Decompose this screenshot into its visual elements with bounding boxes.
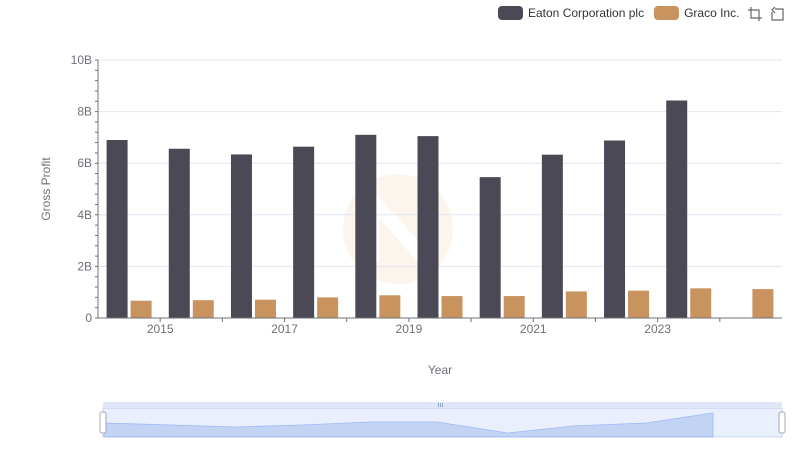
y-tick-label: 10B — [71, 53, 92, 67]
zoom-handle-left[interactable] — [99, 411, 107, 434]
bar-graco[interactable] — [690, 288, 712, 318]
legend-swatch-eaton — [498, 6, 523, 20]
bar-graco[interactable] — [752, 289, 774, 318]
bar-graco[interactable] — [317, 297, 339, 318]
legend-label-eaton: Eaton Corporation plc — [528, 6, 645, 20]
bar-eaton[interactable] — [293, 146, 315, 318]
bar-graco[interactable] — [503, 296, 525, 318]
y-tick-label: 0 — [85, 311, 92, 325]
bar-graco[interactable] — [379, 295, 401, 318]
legend-item-eaton[interactable]: Eaton Corporation plc — [498, 6, 644, 20]
bar-series — [106, 100, 774, 318]
bar-eaton[interactable] — [168, 148, 190, 318]
legend-item-graco[interactable]: Graco Inc. — [654, 6, 739, 20]
x-tick-label: 2019 — [396, 322, 423, 336]
bar-graco[interactable] — [628, 290, 650, 318]
chart-toolbox — [747, 6, 791, 22]
grip-icon[interactable] — [438, 403, 443, 407]
chart-legend: Eaton Corporation plc Graco Inc. — [498, 4, 749, 22]
bar-graco[interactable] — [254, 299, 276, 318]
bar-eaton[interactable] — [604, 140, 626, 318]
bar-eaton[interactable] — [417, 136, 439, 318]
zoom-selected-range[interactable] — [103, 408, 782, 437]
bar-graco[interactable] — [441, 296, 463, 318]
bar-eaton[interactable] — [666, 100, 688, 318]
bar-eaton[interactable] — [355, 134, 377, 318]
axes: 0 2B 4B 6B 8B 10B 2015 2017 2019 2021 2023 — [71, 53, 782, 336]
y-tick-label: 8B — [77, 105, 92, 119]
data-zoom-icon[interactable] — [747, 6, 763, 22]
x-axis-title: Year — [428, 363, 452, 377]
legend-swatch-graco — [654, 6, 680, 20]
bar-graco[interactable] — [130, 300, 152, 318]
y-axis-title: Gross Profit — [39, 157, 53, 221]
bar-graco[interactable] — [192, 300, 214, 318]
x-tick-label: 2017 — [271, 322, 298, 336]
x-tick-label: 2021 — [520, 322, 547, 336]
y-tick-label: 6B — [77, 156, 92, 170]
data-zoom-slider[interactable] — [99, 402, 786, 438]
bar-eaton[interactable] — [479, 177, 501, 318]
zoom-preview-area — [103, 412, 714, 438]
legend-label-graco: Graco Inc. — [684, 6, 740, 20]
bar-eaton[interactable] — [106, 139, 128, 318]
x-tick-label: 2023 — [644, 322, 671, 336]
bar-eaton[interactable] — [541, 154, 563, 318]
bar-graco[interactable] — [565, 291, 587, 318]
y-tick-label: 4B — [77, 208, 92, 222]
x-tick-label: 2015 — [147, 322, 174, 336]
y-tick-label: 2B — [77, 259, 92, 273]
zoom-handle-right[interactable] — [778, 411, 786, 434]
bar-eaton[interactable] — [230, 154, 252, 318]
restore-icon[interactable] — [769, 6, 785, 22]
